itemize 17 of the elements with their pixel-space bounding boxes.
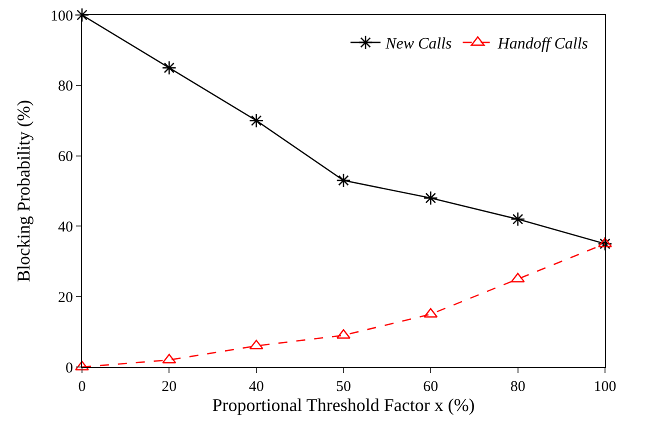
x-tick-label: 80 xyxy=(510,379,526,395)
x-tick-label: 50 xyxy=(336,379,351,395)
y-tick-label: 100 xyxy=(50,8,73,24)
x-tick-label: 100 xyxy=(594,379,616,395)
y-tick-label: 60 xyxy=(58,149,73,166)
x-tick-label: 0 xyxy=(78,379,86,395)
y-tick-label: 0 xyxy=(66,360,73,376)
legend-label: New Calls xyxy=(384,36,452,53)
x-axis-title: Proportional Threshold Factor x (%) xyxy=(212,395,475,416)
x-tick-label: 60 xyxy=(423,379,438,395)
y-tick-label: 40 xyxy=(58,219,73,236)
legend-label: Handoff Calls xyxy=(496,36,588,53)
y-tick-label: 20 xyxy=(58,290,73,306)
x-tick-label: 20 xyxy=(162,379,177,395)
y-tick-label: 80 xyxy=(58,78,73,95)
x-tick-label: 40 xyxy=(248,379,264,395)
y-axis-title: Blocking Probability (%) xyxy=(14,100,34,282)
